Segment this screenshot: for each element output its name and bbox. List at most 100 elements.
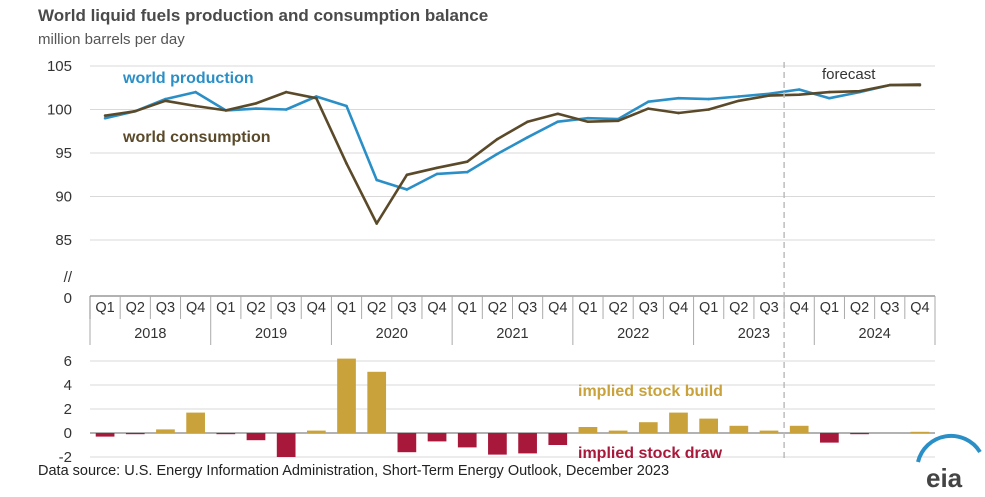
production-point xyxy=(435,172,439,176)
consumption-point xyxy=(435,166,439,170)
production-point xyxy=(465,170,469,174)
year-label: 2019 xyxy=(255,326,287,342)
consumption-point xyxy=(465,160,469,163)
consumption-point xyxy=(797,93,801,97)
stock-build-bar xyxy=(578,427,598,433)
stock-build-bar xyxy=(759,430,779,433)
stock-build-bar xyxy=(337,358,356,433)
consumption-point xyxy=(647,107,650,110)
quarter-label: Q1 xyxy=(216,300,235,316)
bottom-y-tick-label: 2 xyxy=(64,401,72,418)
consumption-point xyxy=(194,104,197,108)
quarter-label: Q2 xyxy=(246,300,265,316)
stock-draw-bar xyxy=(488,433,507,455)
stock-build-bar xyxy=(638,422,658,433)
consumption-point xyxy=(737,99,741,103)
quarter-label: Q1 xyxy=(578,300,597,316)
consumption-point xyxy=(133,109,137,113)
quarter-label: Q4 xyxy=(669,300,688,316)
stock-draw-bar xyxy=(216,433,236,435)
production-point xyxy=(375,178,378,182)
production-point xyxy=(586,116,590,120)
consumption-point xyxy=(315,96,318,100)
production-point xyxy=(828,96,831,100)
bottom-y-tick-label: -2 xyxy=(59,449,72,466)
consumption-point xyxy=(496,137,499,141)
bottom-y-tick-label: 0 xyxy=(64,425,72,442)
bottom-y-tick-label: 4 xyxy=(64,377,72,394)
stock-draw-label: implied stock draw xyxy=(578,445,723,462)
production-point xyxy=(556,120,560,123)
production-point xyxy=(647,100,650,103)
top-y-axis-ticks: 105 100 95 90 85 // 0 xyxy=(47,58,73,307)
top-y-tick-label: 0 xyxy=(64,290,72,307)
production-point xyxy=(737,95,741,98)
chart-title: World liquid fuels production and consum… xyxy=(38,6,489,25)
consumption-point xyxy=(616,119,620,123)
quarter-label: Q2 xyxy=(729,300,748,316)
quarter-label: Q2 xyxy=(126,300,145,316)
quarter-label: Q2 xyxy=(367,300,386,316)
top-y-tick-label: 105 xyxy=(47,58,72,75)
chart-subtitle: million barrels per day xyxy=(38,31,185,48)
production-point xyxy=(707,97,710,101)
consumption-point xyxy=(254,102,258,105)
consumption-line xyxy=(104,83,920,225)
stock-build-bar xyxy=(669,412,688,433)
stock-draw-bar xyxy=(850,433,869,435)
year-label: 2023 xyxy=(738,326,770,342)
eia-logo-arc xyxy=(916,433,982,463)
consumption-point xyxy=(164,99,167,103)
stock-build-bar xyxy=(306,430,326,433)
top-y-tick-label: 85 xyxy=(55,232,72,249)
consumption-point xyxy=(345,162,348,165)
production-point xyxy=(526,136,529,139)
year-label: 2020 xyxy=(376,326,408,342)
quarter-label: Q1 xyxy=(820,300,839,316)
quarter-label: Q2 xyxy=(488,300,507,316)
production-point xyxy=(496,152,499,156)
stock-build-bar xyxy=(186,412,205,433)
quarter-labels: Q1 Q2 Q3 Q4 Q1 Q2 Q3 Q4 Q1 Q2 Q3 Q4 Q1 Q2 Q3 Q4 Q1 Q2 Q3 Q4… xyxy=(95,300,929,316)
quarter-label: Q4 xyxy=(910,300,929,316)
consumption-point xyxy=(526,120,529,123)
quarter-label: Q1 xyxy=(95,300,114,316)
production-series-label: world production xyxy=(122,70,254,87)
stock-build-bar xyxy=(156,429,175,433)
consumption-point xyxy=(858,89,861,93)
consumption-point xyxy=(918,83,922,87)
quarter-label: Q4 xyxy=(186,300,205,316)
quarter-label: Q3 xyxy=(759,300,778,316)
production-point xyxy=(254,107,258,110)
consumption-point xyxy=(888,83,892,87)
consumption-point xyxy=(828,90,831,94)
eia-logo: eia xyxy=(916,433,982,493)
stock-draw-bar xyxy=(397,433,417,453)
stock-build-bar xyxy=(699,418,719,433)
stock-draw-bar xyxy=(548,433,568,445)
consumption-point xyxy=(224,109,228,112)
quarter-label: Q3 xyxy=(276,300,295,316)
quarter-label: Q4 xyxy=(307,300,326,316)
stock-draw-bar xyxy=(95,433,115,437)
quarter-label: Q3 xyxy=(880,300,899,316)
stock-draw-bar xyxy=(276,433,296,457)
quarter-label: Q4 xyxy=(790,300,809,316)
year-label: 2024 xyxy=(859,326,891,342)
stock-draw-bar xyxy=(518,433,537,454)
data-source-note: Data source: U.S. Energy Information Adm… xyxy=(38,463,670,479)
stock-build-bar xyxy=(729,425,749,433)
quarter-label: Q3 xyxy=(397,300,416,316)
consumption-point xyxy=(677,111,680,115)
consumption-point xyxy=(556,112,560,116)
quarter-label: Q1 xyxy=(699,300,718,316)
bottom-y-tick-label: 6 xyxy=(64,353,72,370)
stock-build-bar xyxy=(367,371,387,433)
top-y-tick-label: 95 xyxy=(55,145,72,162)
production-point xyxy=(284,108,288,111)
year-label: 2021 xyxy=(496,326,528,342)
quarter-label: Q2 xyxy=(850,300,869,316)
consumption-point xyxy=(586,120,590,123)
quarter-label: Q3 xyxy=(518,300,537,316)
consumption-point xyxy=(405,173,409,177)
